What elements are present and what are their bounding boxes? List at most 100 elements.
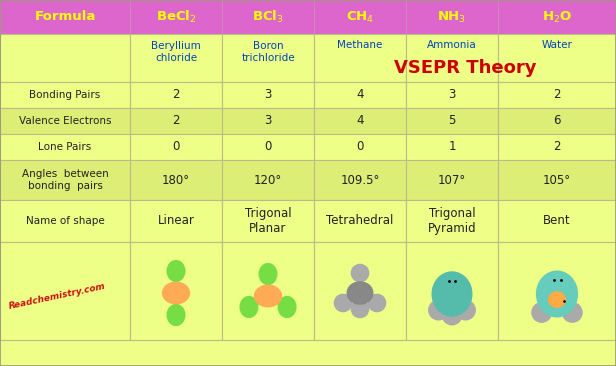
- Text: 180°: 180°: [162, 173, 190, 187]
- Bar: [130, 134, 222, 160]
- Bar: [0, 134, 130, 160]
- Text: CH$_4$: CH$_4$: [346, 10, 374, 25]
- Text: Boron
trichloride: Boron trichloride: [241, 41, 295, 63]
- Text: BeCl$_2$: BeCl$_2$: [156, 9, 196, 25]
- Text: Bent: Bent: [543, 214, 571, 228]
- Bar: [222, 0, 314, 34]
- Ellipse shape: [240, 296, 257, 317]
- Bar: [406, 0, 498, 34]
- Bar: [498, 134, 616, 160]
- Ellipse shape: [351, 264, 368, 282]
- Bar: [498, 0, 616, 34]
- Text: 2: 2: [553, 141, 561, 153]
- Text: 3: 3: [264, 115, 272, 127]
- Text: NH$_3$: NH$_3$: [437, 10, 466, 25]
- Text: 109.5°: 109.5°: [340, 173, 379, 187]
- Ellipse shape: [254, 285, 282, 307]
- Text: H$_2$O: H$_2$O: [542, 10, 572, 25]
- Text: Ammonia: Ammonia: [427, 40, 477, 50]
- Bar: [406, 108, 498, 134]
- Bar: [314, 134, 406, 160]
- Bar: [222, 134, 314, 160]
- Bar: [0, 34, 130, 82]
- Bar: [406, 82, 498, 108]
- Bar: [0, 0, 130, 34]
- Text: Readchemistry.com: Readchemistry.com: [8, 281, 107, 311]
- Bar: [130, 34, 222, 82]
- Ellipse shape: [537, 271, 577, 317]
- Text: Tetrahedral: Tetrahedral: [326, 214, 394, 228]
- Bar: [222, 242, 314, 340]
- Text: Lone Pairs: Lone Pairs: [38, 142, 92, 152]
- Bar: [0, 200, 130, 242]
- Bar: [314, 0, 406, 34]
- Bar: [0, 242, 130, 340]
- Text: 0: 0: [356, 141, 363, 153]
- Text: 2: 2: [172, 89, 180, 101]
- Text: 0: 0: [264, 141, 272, 153]
- Text: Water: Water: [541, 40, 572, 50]
- Bar: [406, 160, 498, 200]
- Bar: [130, 200, 222, 242]
- Ellipse shape: [432, 272, 472, 316]
- Text: Formula: Formula: [34, 11, 95, 23]
- Text: 2: 2: [553, 89, 561, 101]
- Ellipse shape: [532, 303, 551, 322]
- Bar: [498, 108, 616, 134]
- Text: Trigonal
Planar: Trigonal Planar: [245, 207, 291, 235]
- Bar: [0, 82, 130, 108]
- Ellipse shape: [259, 264, 277, 284]
- Bar: [222, 34, 314, 82]
- Ellipse shape: [278, 296, 296, 317]
- Text: Methane: Methane: [338, 40, 383, 50]
- Text: BCl$_3$: BCl$_3$: [252, 9, 284, 25]
- Bar: [314, 34, 406, 82]
- Ellipse shape: [351, 300, 368, 318]
- Bar: [130, 242, 222, 340]
- Ellipse shape: [334, 294, 352, 311]
- Text: Trigonal
Pyramid: Trigonal Pyramid: [428, 207, 476, 235]
- Ellipse shape: [549, 292, 565, 307]
- Text: 3: 3: [448, 89, 456, 101]
- Bar: [314, 82, 406, 108]
- Text: Name of shape: Name of shape: [26, 216, 104, 226]
- Bar: [498, 34, 616, 82]
- Bar: [222, 160, 314, 200]
- Ellipse shape: [562, 303, 582, 322]
- Text: Beryllium
chloride: Beryllium chloride: [151, 41, 201, 63]
- Ellipse shape: [456, 300, 476, 320]
- Bar: [406, 134, 498, 160]
- Ellipse shape: [368, 294, 386, 311]
- Text: 5: 5: [448, 115, 456, 127]
- Bar: [406, 200, 498, 242]
- Bar: [222, 200, 314, 242]
- Ellipse shape: [442, 305, 462, 325]
- Bar: [130, 160, 222, 200]
- Text: Linear: Linear: [158, 214, 195, 228]
- Bar: [498, 242, 616, 340]
- Bar: [406, 242, 498, 340]
- Bar: [498, 200, 616, 242]
- Ellipse shape: [429, 300, 448, 320]
- Text: 0: 0: [172, 141, 180, 153]
- Bar: [222, 108, 314, 134]
- Bar: [130, 108, 222, 134]
- Text: 1: 1: [448, 141, 456, 153]
- Text: 4: 4: [356, 115, 364, 127]
- Text: 6: 6: [553, 115, 561, 127]
- Bar: [498, 82, 616, 108]
- Text: Valence Electrons: Valence Electrons: [18, 116, 111, 126]
- Bar: [222, 82, 314, 108]
- Bar: [314, 200, 406, 242]
- Bar: [314, 242, 406, 340]
- Bar: [314, 108, 406, 134]
- Ellipse shape: [347, 282, 373, 304]
- Bar: [130, 82, 222, 108]
- Bar: [314, 160, 406, 200]
- Ellipse shape: [163, 282, 190, 304]
- Text: Bonding Pairs: Bonding Pairs: [30, 90, 100, 100]
- Text: 4: 4: [356, 89, 364, 101]
- Text: VSEPR Theory: VSEPR Theory: [394, 59, 537, 76]
- Bar: [130, 0, 222, 34]
- Bar: [406, 34, 498, 82]
